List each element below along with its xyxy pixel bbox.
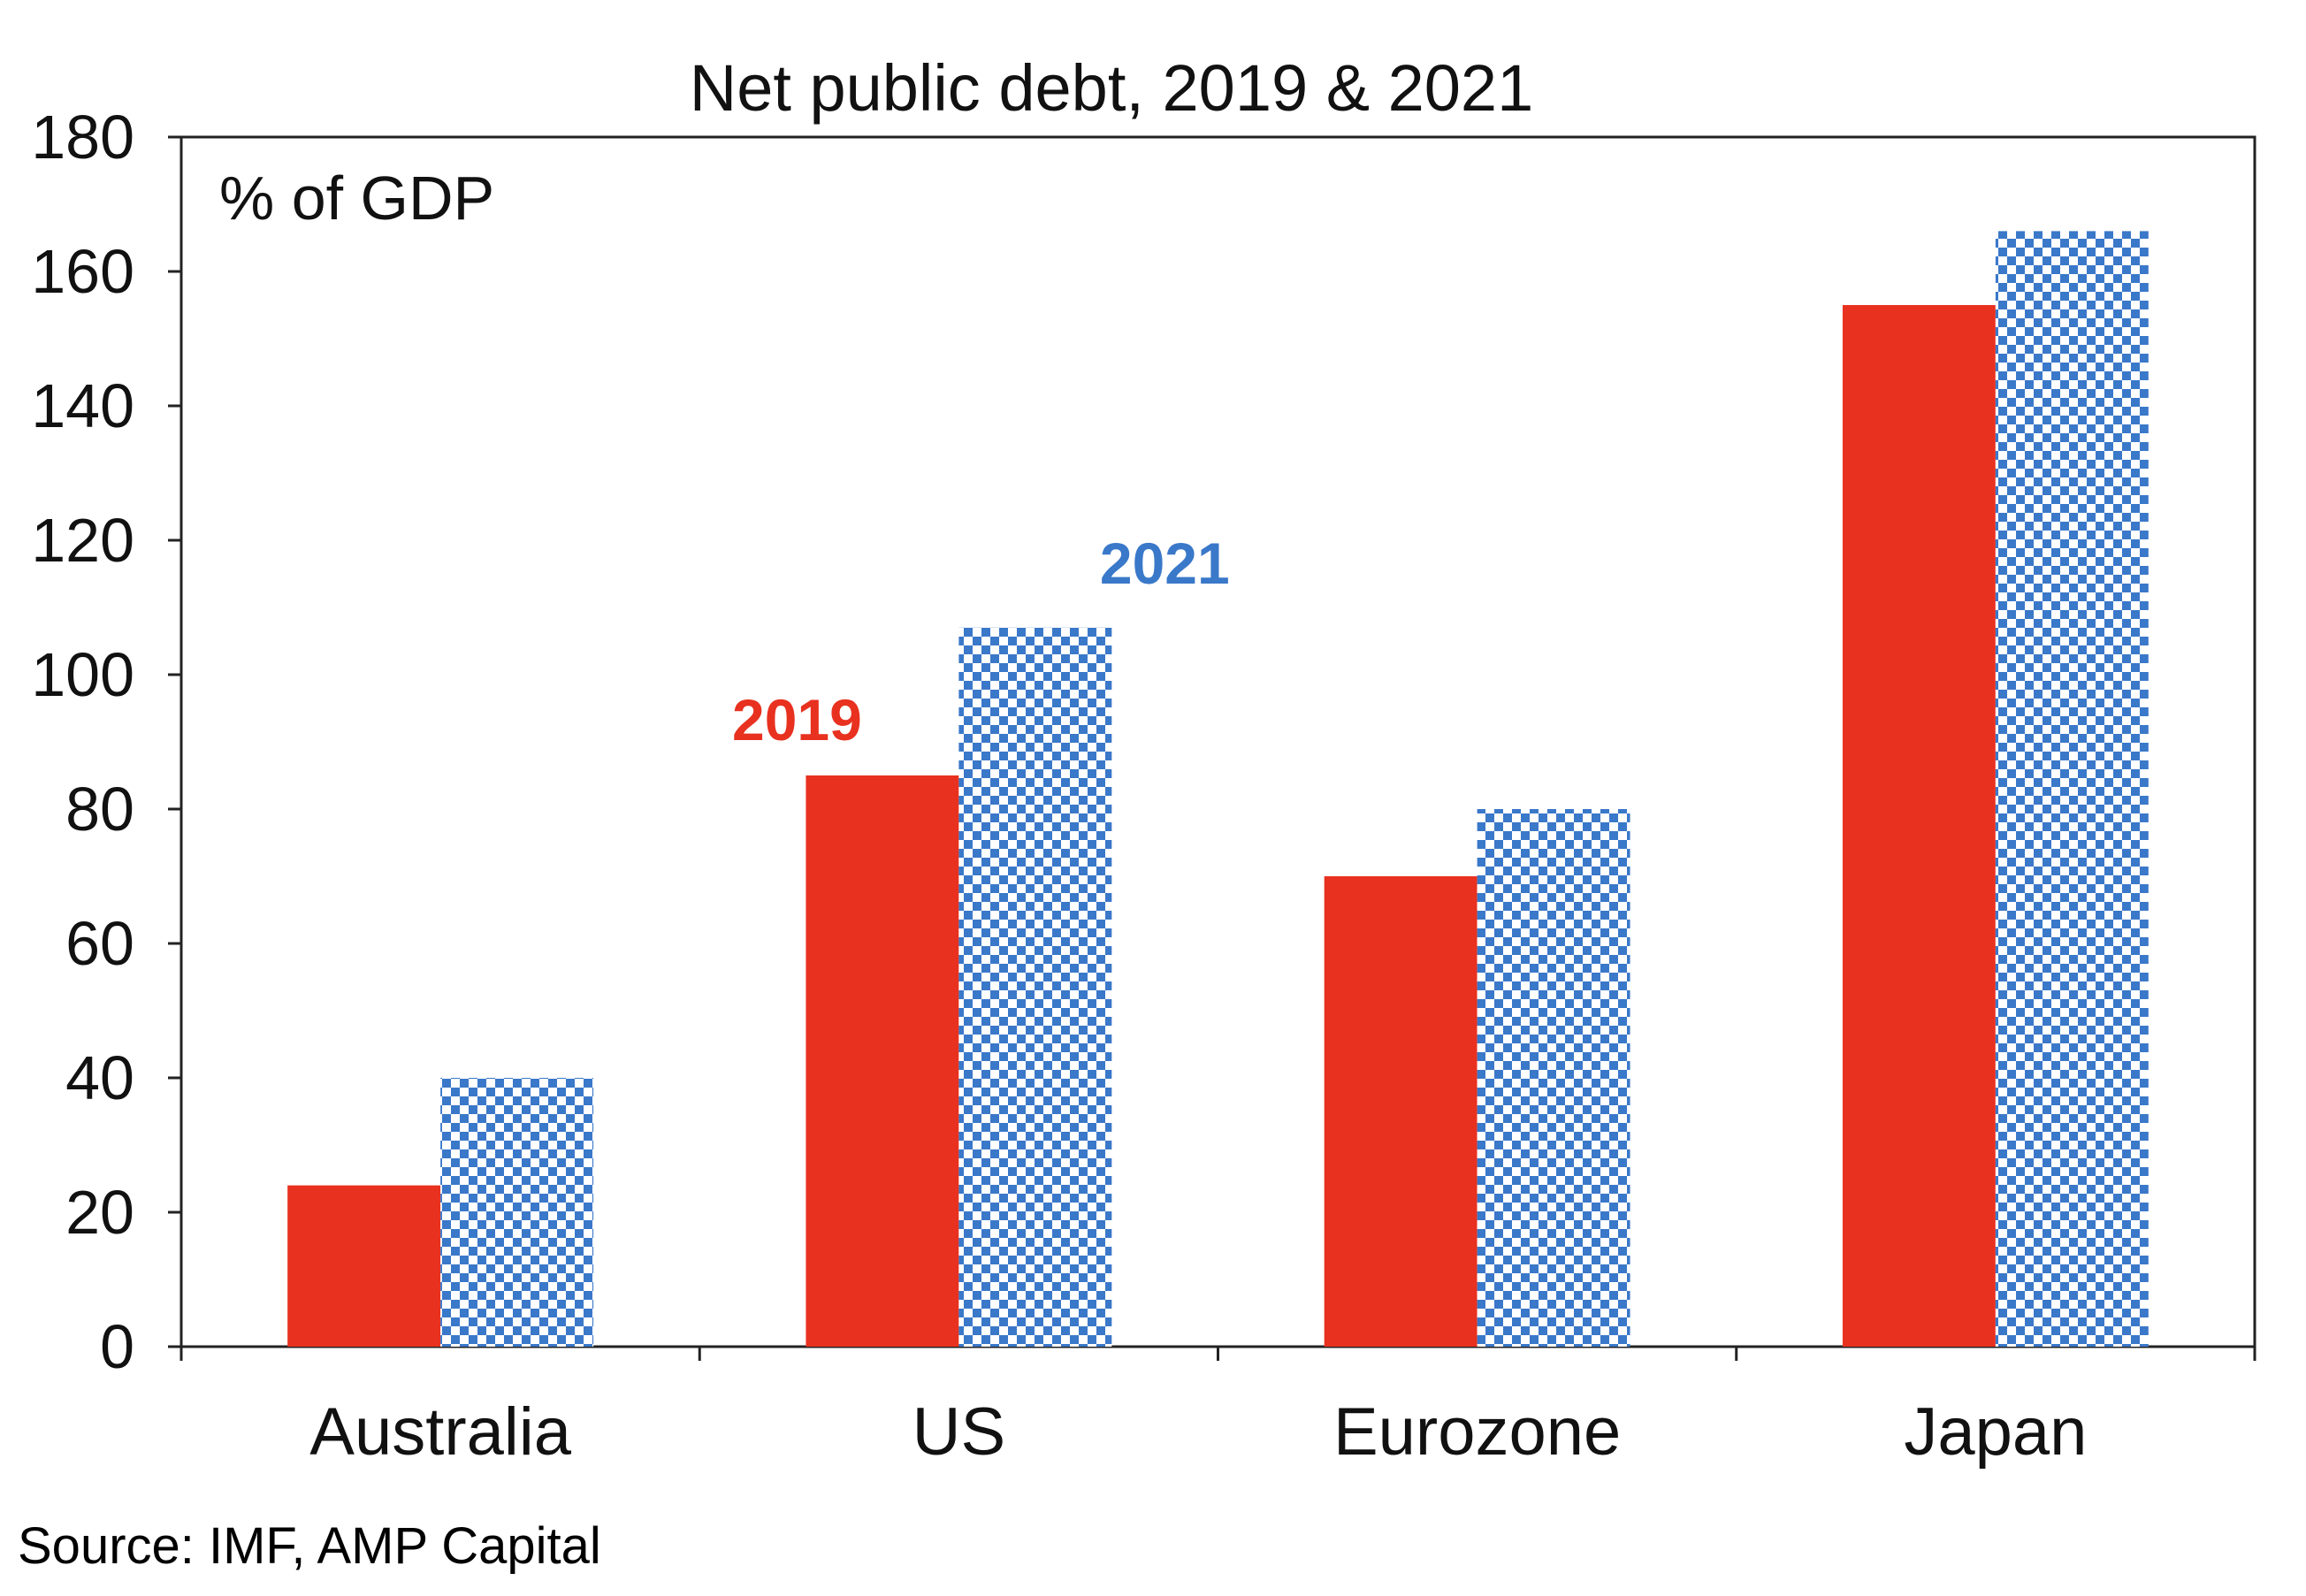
x-category-label: Australia bbox=[309, 1394, 571, 1470]
bars bbox=[287, 231, 2149, 1347]
chart-title: Net public debt, 2019 & 2021 bbox=[690, 51, 1533, 125]
x-category-label: Japan bbox=[1904, 1394, 2087, 1470]
bar-2019-japan bbox=[1842, 305, 1996, 1347]
y-tick-label: 0 bbox=[100, 1312, 134, 1381]
y-tick-label: 120 bbox=[31, 506, 134, 575]
y-tick-label: 80 bbox=[65, 775, 134, 844]
y-tick-label: 160 bbox=[31, 237, 134, 306]
series-label-2019: 2019 bbox=[732, 687, 862, 752]
y-tick-label: 40 bbox=[65, 1043, 134, 1112]
y-tick-label: 140 bbox=[31, 371, 134, 440]
y-tick-label: 180 bbox=[31, 103, 134, 172]
y-tick-label: 100 bbox=[31, 640, 134, 709]
y-tick-label: 60 bbox=[65, 909, 134, 978]
series-labels: 2019 2021 bbox=[732, 531, 1230, 752]
bar-2019-australia bbox=[287, 1185, 441, 1347]
bar-2019-eurozone bbox=[1324, 876, 1478, 1347]
x-category-label: US bbox=[912, 1394, 1006, 1470]
source-note: Source: IMF, AMP Capital bbox=[18, 1517, 601, 1575]
series-label-2021: 2021 bbox=[1100, 531, 1230, 596]
x-category-label: Eurozone bbox=[1333, 1394, 1621, 1470]
bar-2021-eurozone bbox=[1477, 809, 1630, 1347]
bar-2019-us bbox=[806, 775, 959, 1347]
y-tick-label: 20 bbox=[65, 1178, 134, 1247]
x-axis: Australia US Eurozone Japan bbox=[179, 1347, 2256, 1470]
bar-2021-japan bbox=[1995, 231, 2149, 1347]
unit-label: % of GDP bbox=[219, 164, 494, 233]
bar-2021-australia bbox=[440, 1078, 594, 1347]
bar-2021-us bbox=[958, 627, 1112, 1347]
y-axis: 0 20 40 60 80 100 120 140 160 180 bbox=[31, 103, 181, 1381]
